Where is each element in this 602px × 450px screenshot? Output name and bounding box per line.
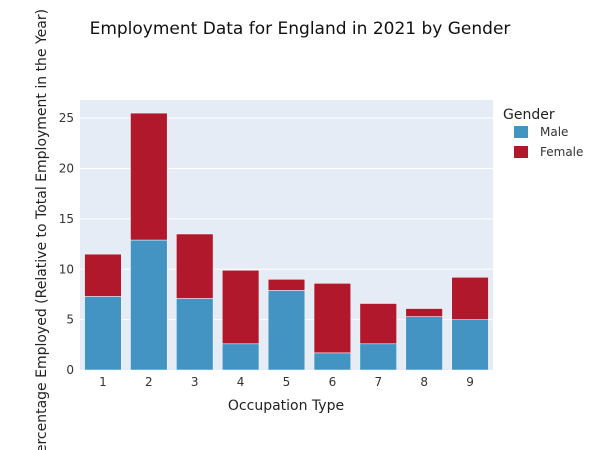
x-tick-label: 4 [237,375,245,389]
bar-female-4 [222,270,260,345]
x-tick-labels: 1 2 3 4 5 6 7 8 9 [99,375,474,389]
bar-female-5 [267,279,306,291]
x-tick-label: 1 [99,375,107,389]
bar-male-8 [405,316,443,371]
bar-female-9 [451,277,489,320]
x-tick-label: 2 [145,375,153,389]
bar-female-2 [130,112,168,241]
bar-male-1 [84,296,122,371]
x-tick-label: 3 [191,375,199,389]
legend: Gender Male Female [503,107,583,159]
bar-male-9 [451,319,489,371]
bar-female-6 [313,283,351,354]
legend-label-male: Male [540,125,568,139]
y-axis-title: Percentage Employed (Relative to Total E… [34,9,50,450]
bar-male-5 [267,290,306,371]
y-tick-label: 25 [59,111,74,125]
x-axis-title: Occupation Type [228,398,344,414]
bar-female-7 [359,303,397,345]
y-tick-label: 0 [66,363,74,377]
bar-female-3 [176,233,214,299]
bar-male-4 [222,343,260,371]
bars [84,112,489,371]
legend-swatch-female [514,146,528,158]
bar-male-2 [130,239,168,371]
legend-swatch-male [514,126,528,138]
y-tick-label: 5 [66,313,74,327]
bar-male-6 [313,352,351,371]
x-tick-label: 9 [466,375,474,389]
bar-female-8 [405,308,443,317]
bar-male-7 [359,343,397,371]
x-tick-label: 6 [329,375,337,389]
chart-title: Employment Data for England in 2021 by G… [90,19,511,39]
y-tick-labels: 0 5 10 15 20 25 [59,111,74,377]
x-tick-label: 7 [374,375,382,389]
x-tick-label: 8 [420,375,428,389]
legend-label-female: Female [540,145,583,159]
y-tick-label: 20 [59,162,74,176]
x-tick-label: 5 [283,375,291,389]
bar-male-3 [176,298,214,371]
legend-title: Gender [503,107,555,123]
y-tick-label: 10 [59,262,74,276]
bar-female-1 [84,253,122,297]
y-tick-label: 15 [59,212,74,226]
